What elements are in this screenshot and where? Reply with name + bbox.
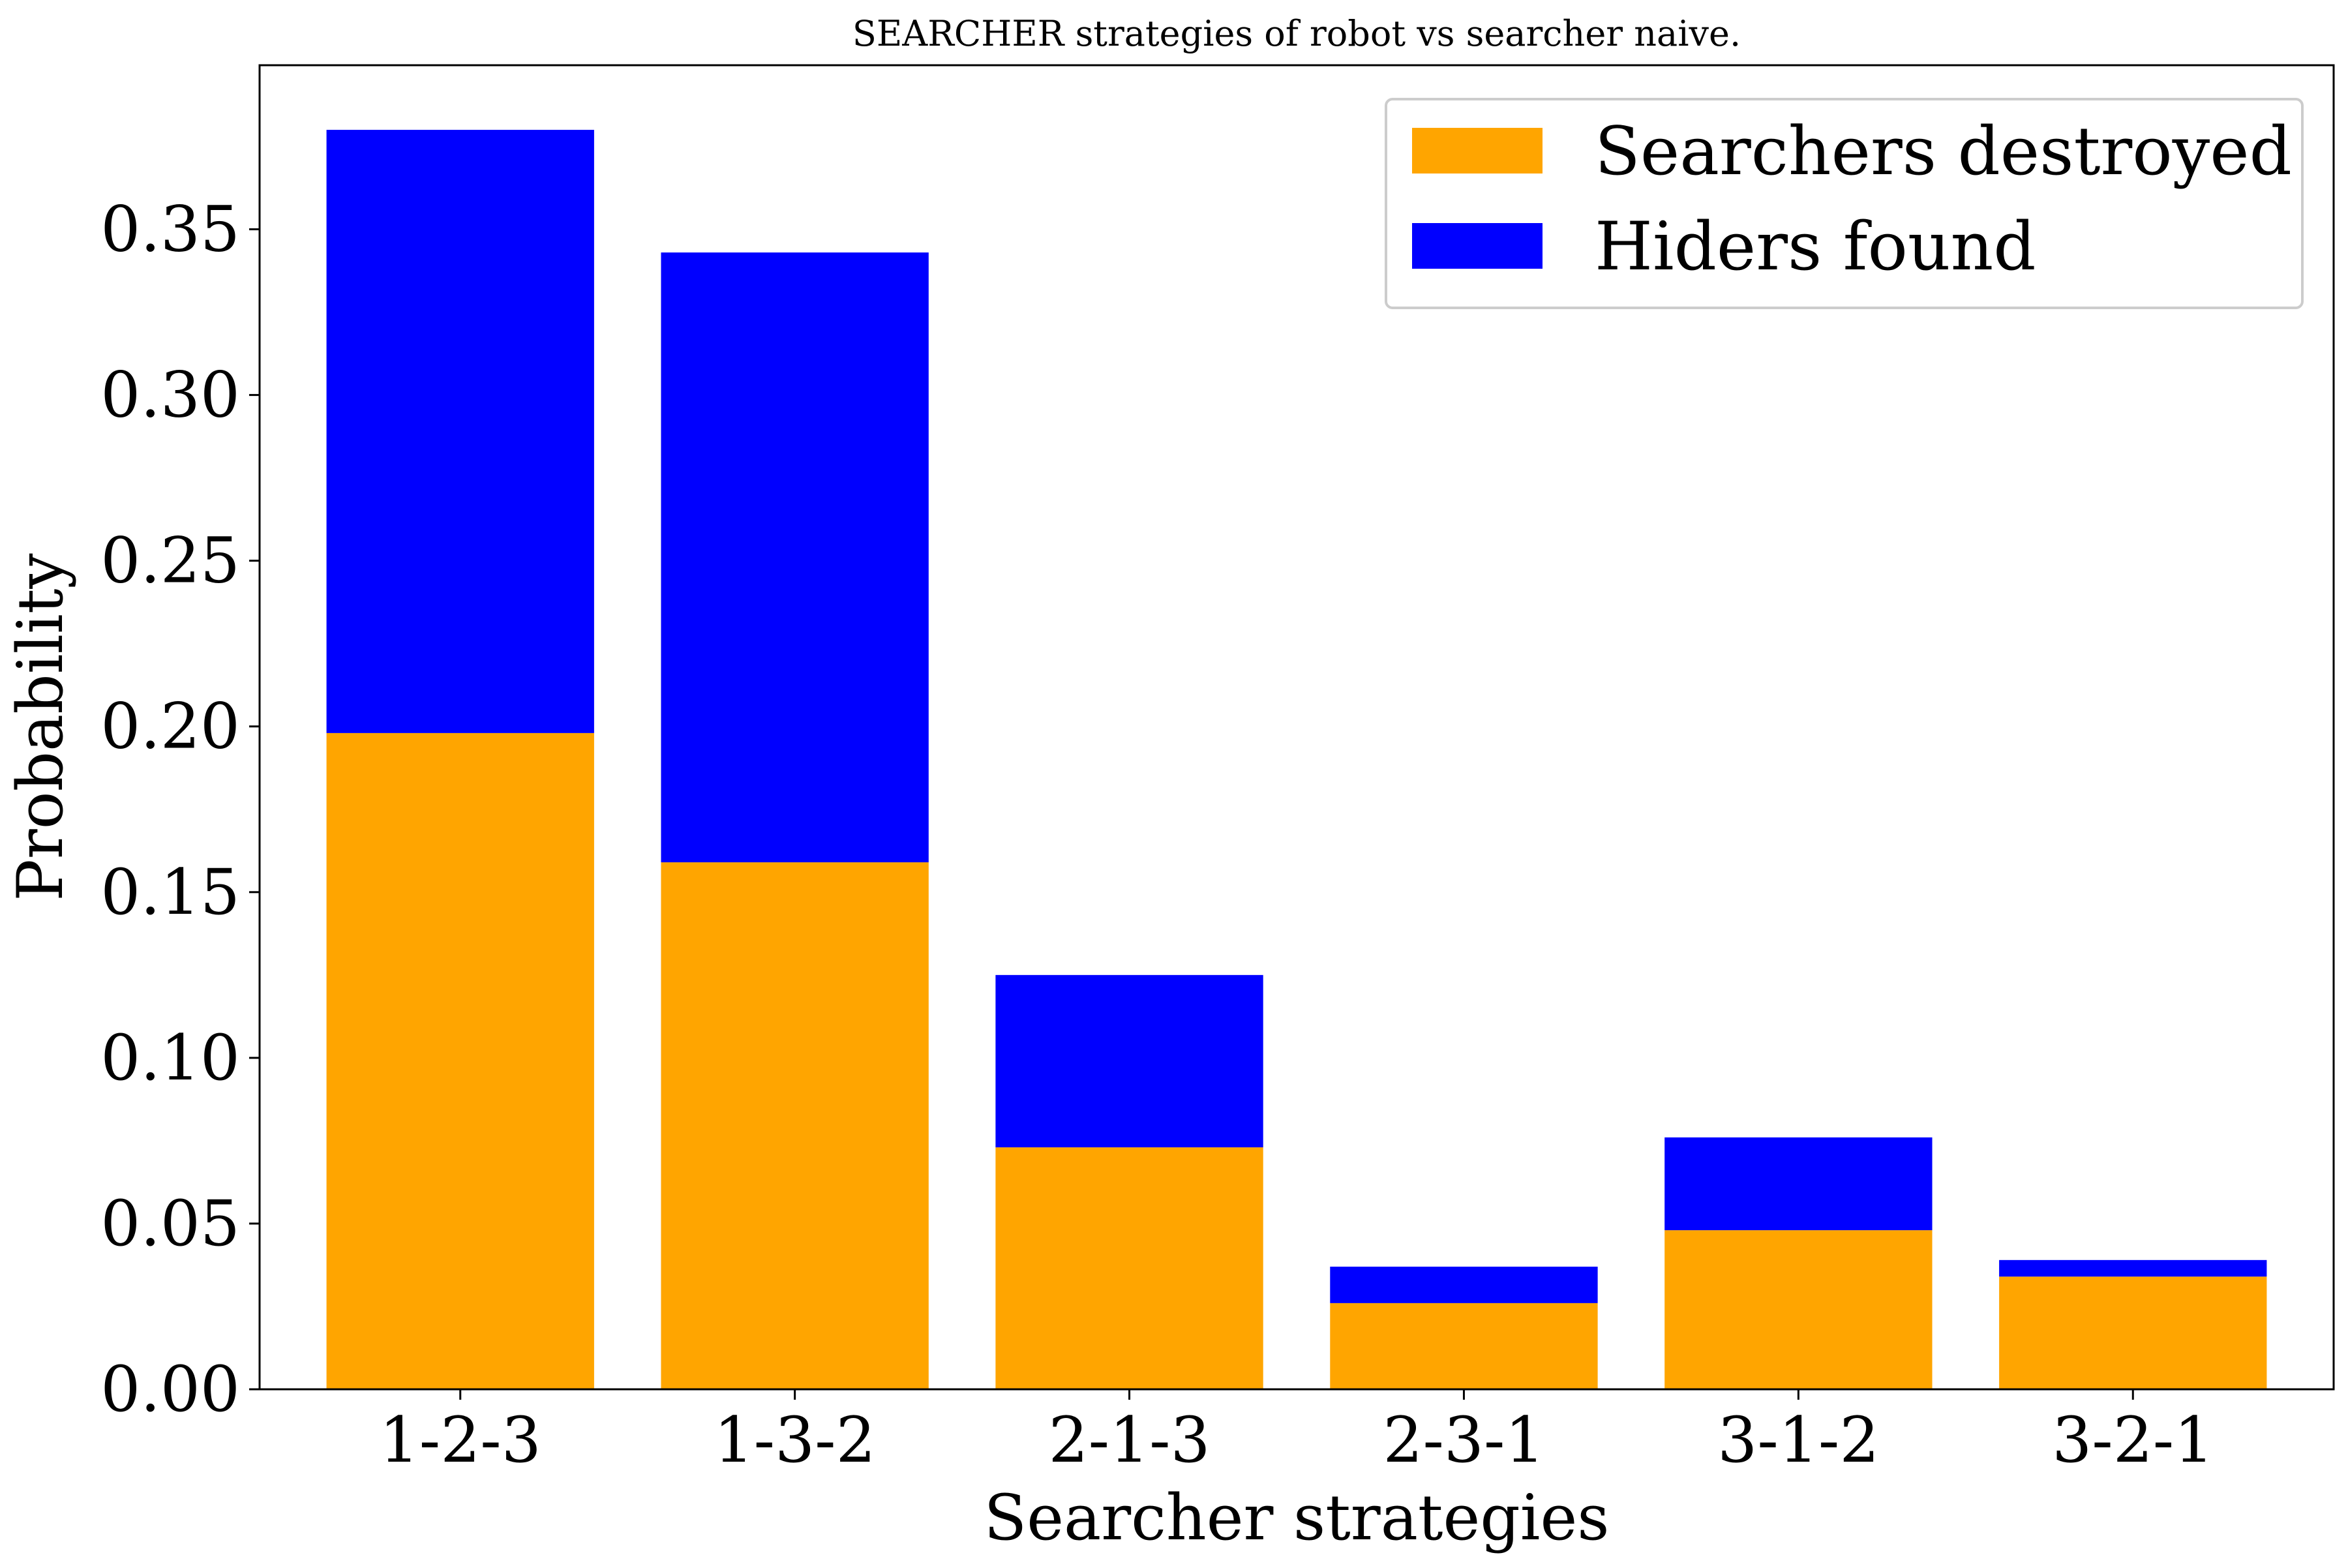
bar-searchers-destroyed-1-3-2 <box>661 862 929 1389</box>
bar-searchers-destroyed-3-1-2 <box>1664 1230 1933 1389</box>
bars-layer <box>326 130 2267 1389</box>
bar-hiders-found-3-2-1 <box>1999 1259 2267 1277</box>
x-axis-label: Searcher strategies <box>984 1481 1609 1554</box>
bar-searchers-destroyed-1-2-3 <box>326 732 594 1389</box>
ticks-layer: 1-2-3 1-3-2 2-1-3 2-3-1 3-1-2 3-2-1 0.00 0.05 0.… <box>100 193 2214 1477</box>
y-tick-label-0.10: 0.10 <box>100 1021 240 1094</box>
legend-swatch-hiders-found <box>1412 223 1543 269</box>
bar-hiders-found-2-3-1 <box>1330 1266 1598 1303</box>
x-tick-label-3-1-2: 3-1-2 <box>1717 1404 1879 1477</box>
x-tick-label-3-2-1: 3-2-1 <box>2052 1404 2214 1477</box>
y-tick-label-0.05: 0.05 <box>100 1187 240 1260</box>
bar-hiders-found-1-3-2 <box>661 252 929 863</box>
y-tick-label-0.00: 0.00 <box>100 1353 240 1426</box>
y-tick-label-0.25: 0.25 <box>100 524 240 597</box>
bar-searchers-destroyed-2-3-1 <box>1330 1303 1598 1389</box>
legend-swatch-searchers-destroyed <box>1412 128 1543 173</box>
y-tick-label-0.30: 0.30 <box>100 359 240 432</box>
legend: Searchers destroyed Hiders found <box>1385 98 2304 309</box>
bar-searchers-destroyed-2-1-3 <box>995 1147 1263 1389</box>
x-tick-label-1-2-3: 1-2-3 <box>380 1404 541 1477</box>
x-tick-label-2-3-1: 2-3-1 <box>1383 1404 1544 1477</box>
legend-box <box>1385 98 2304 309</box>
plot-frame <box>258 64 2335 1391</box>
x-tick-label-1-3-2: 1-3-2 <box>714 1404 876 1477</box>
legend-label-hiders-found: Hiders found <box>1595 208 2036 286</box>
x-tick-label-2-1-3: 2-1-3 <box>1048 1404 1210 1477</box>
chart-title: SEARCHER strategies of robot vs searcher… <box>852 13 1741 54</box>
y-axis-label: Probability <box>4 553 77 901</box>
y-tick-label-0.20: 0.20 <box>100 690 240 763</box>
bar-hiders-found-2-1-3 <box>995 974 1263 1148</box>
y-tick-label-0.15: 0.15 <box>100 856 240 929</box>
bar-searchers-destroyed-3-2-1 <box>1999 1276 2267 1389</box>
y-tick-label-0.35: 0.35 <box>100 193 240 266</box>
legend-label-searchers-destroyed: Searchers destroyed <box>1595 113 2292 190</box>
bar-hiders-found-3-1-2 <box>1664 1137 1933 1231</box>
bar-hiders-found-1-2-3 <box>326 130 594 733</box>
